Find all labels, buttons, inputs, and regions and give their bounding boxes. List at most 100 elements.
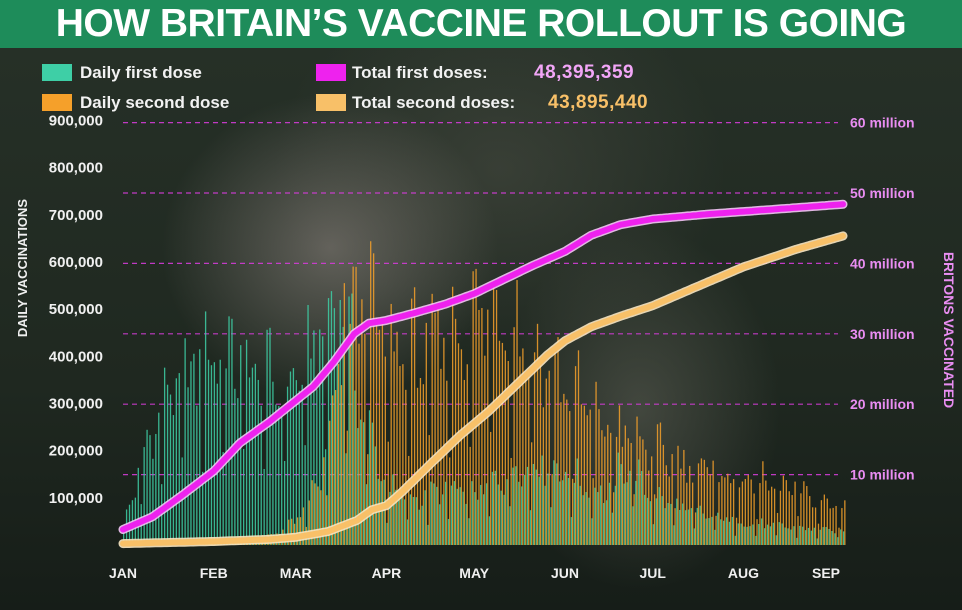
daily-second-bar xyxy=(580,404,583,545)
daily-first-bar xyxy=(354,390,356,545)
daily-second-bar xyxy=(396,331,398,545)
daily-first-bar xyxy=(807,527,810,545)
daily-second-bar xyxy=(624,425,626,545)
daily-first-bar xyxy=(363,422,365,545)
daily-first-bar xyxy=(178,373,180,545)
daily-first-bar xyxy=(368,410,371,545)
daily-second-bar xyxy=(291,518,293,545)
daily-second-bar xyxy=(671,454,673,545)
daily-first-bar xyxy=(360,419,362,545)
daily-second-bar xyxy=(794,481,796,545)
daily-second-bar xyxy=(718,482,720,545)
daily-second-bar xyxy=(314,483,316,545)
daily-second-bar xyxy=(715,515,717,545)
daily-second-bar xyxy=(738,487,741,545)
daily-second-bar xyxy=(352,266,354,545)
daily-first-bar xyxy=(222,452,224,545)
daily-first-bar xyxy=(497,484,499,545)
legend-value-total-first: 48,395,359 xyxy=(534,62,635,83)
daily-second-bar xyxy=(454,318,457,545)
daily-second-bar xyxy=(636,416,638,545)
daily-second-bar xyxy=(694,512,697,545)
daily-second-bar xyxy=(697,463,700,545)
daily-second-bar xyxy=(577,350,580,545)
daily-first-bar xyxy=(556,463,558,545)
daily-first-bar xyxy=(769,526,772,545)
daily-second-bar xyxy=(832,507,834,545)
daily-second-bar xyxy=(645,449,647,545)
daily-first-bar xyxy=(576,458,578,545)
daily-first-bar xyxy=(313,330,315,545)
daily-second-bar xyxy=(601,430,603,545)
daily-second-bar xyxy=(753,493,755,545)
daily-first-bar xyxy=(708,518,710,545)
daily-first-bar xyxy=(603,502,605,545)
daily-second-bar xyxy=(829,508,831,545)
daily-first-bar xyxy=(509,506,511,545)
daily-second-bar xyxy=(648,470,650,545)
daily-first-bar xyxy=(564,471,567,545)
daily-first-bar xyxy=(181,457,183,545)
daily-second-bar xyxy=(689,465,691,545)
daily-first-bar xyxy=(526,466,529,545)
daily-first-bar xyxy=(775,535,777,545)
daily-first-bar xyxy=(494,470,497,545)
daily-second-bar xyxy=(586,415,588,545)
daily-first-bar xyxy=(840,529,842,545)
daily-first-bar xyxy=(646,497,649,545)
daily-first-bar xyxy=(579,485,581,545)
daily-first-bar xyxy=(778,522,780,545)
daily-first-bar xyxy=(725,517,728,545)
daily-first-bar xyxy=(518,481,520,545)
daily-second-bar xyxy=(378,329,381,545)
daily-second-bar xyxy=(762,461,764,545)
daily-second-bar xyxy=(288,519,290,545)
daily-second-bar xyxy=(323,457,325,545)
daily-second-bar xyxy=(329,420,331,545)
daily-second-bar xyxy=(340,385,343,545)
daily-first-bar xyxy=(690,508,693,545)
x-tick-label: JAN xyxy=(109,565,137,581)
daily-second-bar xyxy=(633,494,635,545)
daily-second-bar xyxy=(700,458,703,545)
daily-first-bar xyxy=(295,380,297,545)
daily-first-bar xyxy=(351,293,353,545)
daily-first-bar xyxy=(243,448,245,545)
daily-second-bar xyxy=(490,431,492,545)
daily-first-bar xyxy=(535,469,537,545)
daily-second-bar xyxy=(703,459,706,545)
daily-second-bar xyxy=(806,486,808,545)
daily-first-bar xyxy=(207,359,210,545)
daily-first-bar xyxy=(146,429,148,545)
daily-first-bar xyxy=(485,483,488,545)
daily-first-bar xyxy=(573,482,576,545)
daily-second-bar xyxy=(355,266,357,545)
legend-swatch-total-first xyxy=(316,64,346,81)
daily-first-bar xyxy=(731,516,734,545)
daily-second-bar xyxy=(451,286,454,545)
daily-first-bar xyxy=(462,491,464,545)
daily-second-bar xyxy=(618,405,621,545)
daily-second-bar xyxy=(642,439,644,545)
daily-second-bar xyxy=(302,507,305,545)
daily-first-bar xyxy=(263,468,265,545)
daily-first-bar xyxy=(696,507,698,545)
daily-first-bar xyxy=(614,485,617,545)
daily-first-bar xyxy=(831,530,833,545)
daily-second-bar xyxy=(776,512,779,545)
daily-second-bar xyxy=(677,445,679,545)
daily-first-bar xyxy=(758,523,760,545)
daily-second-bar xyxy=(732,479,735,545)
daily-first-bar xyxy=(491,471,494,545)
daily-second-bar xyxy=(735,517,738,545)
daily-first-bar xyxy=(275,404,277,545)
daily-second-bar xyxy=(773,488,776,545)
daily-second-bar xyxy=(788,491,790,545)
daily-first-bar xyxy=(717,512,719,545)
daily-first-bar xyxy=(793,526,795,545)
daily-second-bar xyxy=(402,364,404,545)
daily-second-bar xyxy=(826,498,828,545)
daily-first-bar xyxy=(380,481,382,545)
daily-second-bar xyxy=(522,348,524,545)
daily-first-bar xyxy=(333,308,336,545)
